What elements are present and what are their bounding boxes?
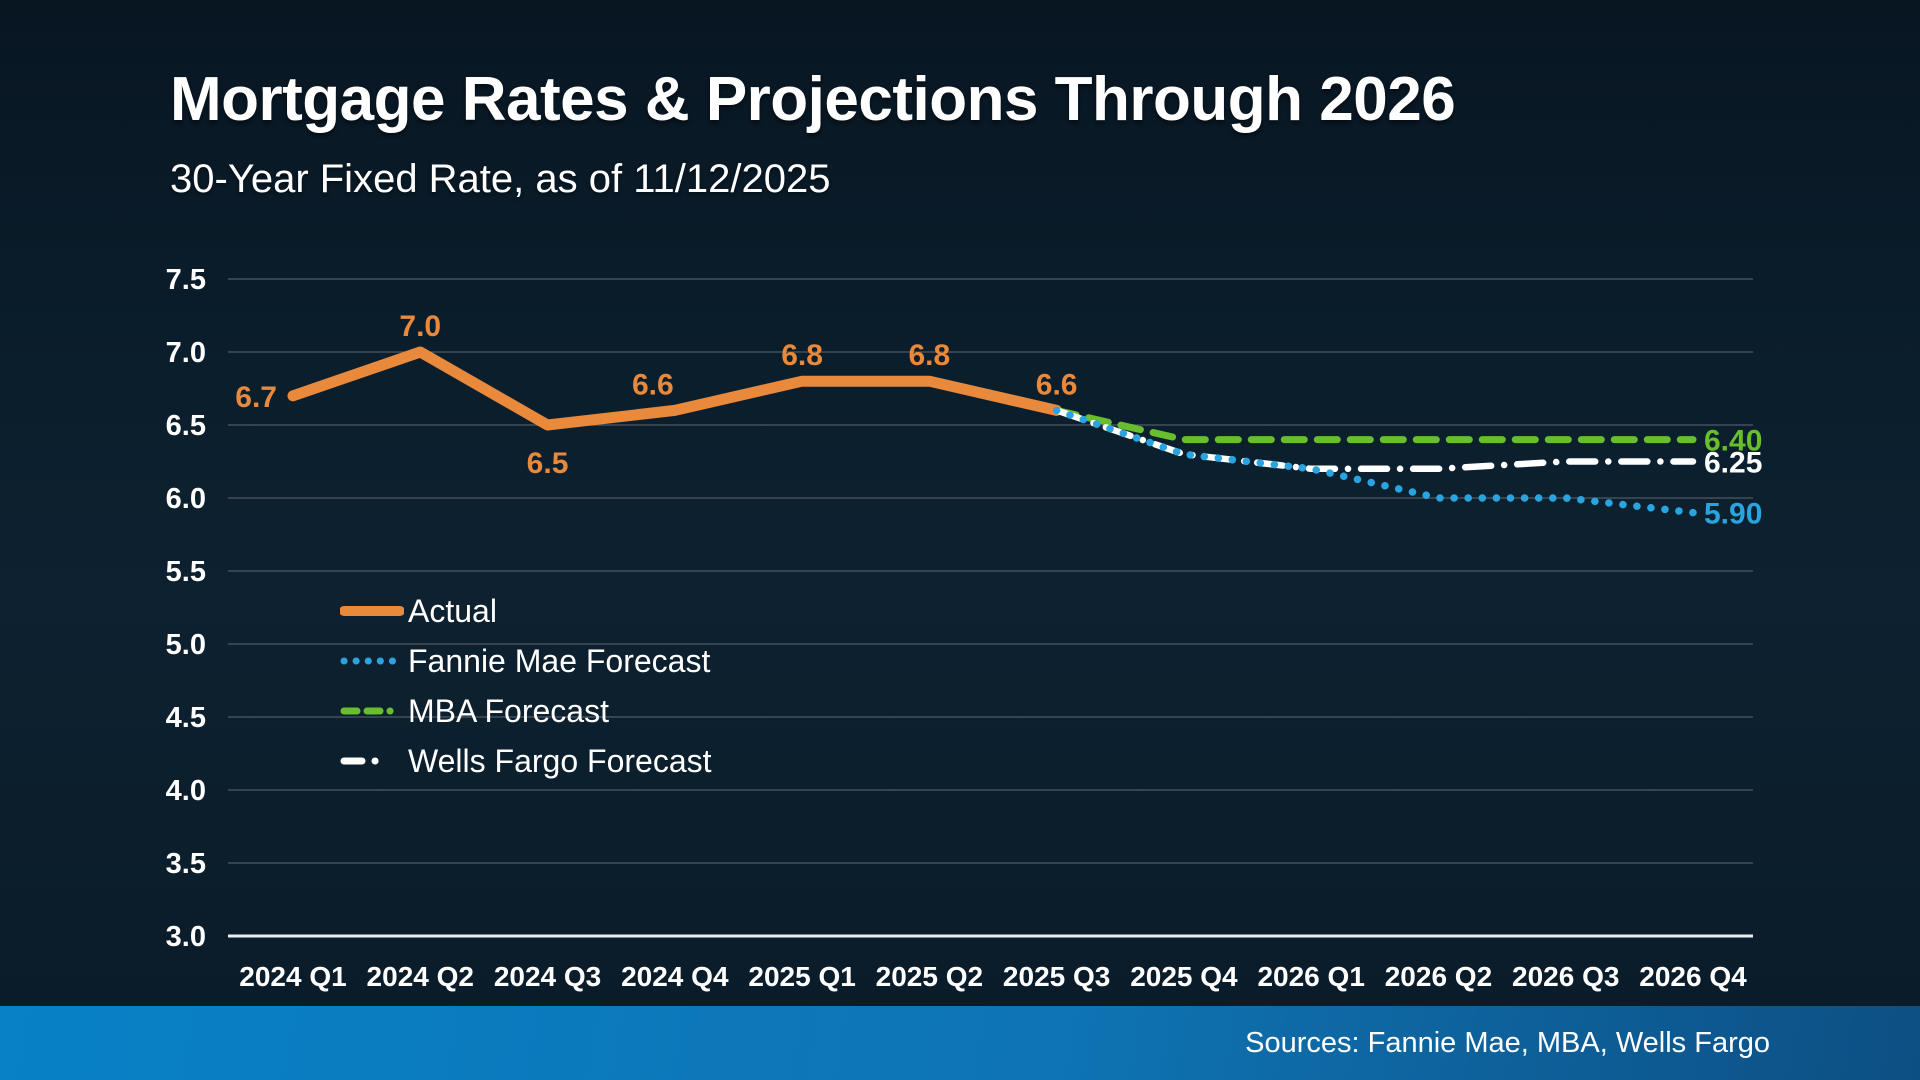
- y-tick-label: 6.0: [166, 483, 206, 515]
- legend-label-mba: MBA Forecast: [408, 692, 609, 729]
- legend-item-wells-fargo: Wells Fargo Forecast: [340, 736, 712, 786]
- y-tick-label: 4.0: [166, 775, 206, 807]
- y-tick-label: 7.5: [166, 264, 206, 296]
- legend-item-actual: Actual: [340, 586, 712, 636]
- x-tick-label: 2025 Q4: [1130, 961, 1238, 992]
- end-value-label: 6.40: [1704, 425, 1762, 458]
- x-tick-label: 2026 Q4: [1639, 961, 1747, 992]
- chart-legend: Actual Fannie Mae Forecast MBA Forecast …: [340, 586, 712, 786]
- series-line-fannie-mae-forecast: [1052, 406, 1697, 517]
- page-title: Mortgage Rates & Projections Through 202…: [170, 65, 1456, 134]
- fannie-mae-line-swatch-icon: [340, 657, 404, 665]
- header: Mortgage Rates & Projections Through 202…: [170, 64, 1456, 202]
- series-line-actual: [287, 346, 1063, 431]
- y-tick-label: 3.5: [166, 848, 206, 880]
- data-label: 6.8: [909, 339, 951, 372]
- y-tick-label: 3.0: [166, 921, 206, 953]
- page-subtitle: 30-Year Fixed Rate, as of 11/12/2025: [170, 157, 831, 202]
- legend-item-fannie-mae: Fannie Mae Forecast: [340, 636, 712, 686]
- data-label: 6.8: [781, 339, 823, 372]
- x-tick-label: 2025 Q2: [876, 961, 983, 992]
- data-label: 7.0: [399, 310, 441, 343]
- data-label: 6.6: [632, 368, 674, 401]
- x-tick-label: 2024 Q3: [494, 961, 601, 992]
- wells-fargo-line-swatch-icon: [340, 757, 404, 765]
- footer-bar: Sources: Fannie Mae, MBA, Wells Fargo: [0, 1006, 1920, 1080]
- data-label: 6.7: [235, 381, 277, 414]
- legend-label-fannie-mae: Fannie Mae Forecast: [408, 642, 711, 679]
- legend-label-actual: Actual: [408, 592, 497, 629]
- legend-item-mba: MBA Forecast: [340, 686, 712, 736]
- y-tick-label: 5.0: [166, 629, 206, 661]
- y-tick-label: 4.5: [166, 702, 206, 734]
- y-tick-label: 6.5: [166, 410, 206, 442]
- x-tick-label: 2025 Q1: [748, 961, 855, 992]
- series-line-mba-forecast: [1053, 406, 1697, 444]
- data-label: 6.5: [527, 447, 569, 480]
- sources-text: Sources: Fannie Mae, MBA, Wells Fargo: [1245, 1026, 1770, 1059]
- x-tick-label: 2024 Q4: [621, 961, 729, 992]
- legend-label-wells-fargo: Wells Fargo Forecast: [408, 742, 712, 779]
- x-tick-label: 2024 Q2: [367, 961, 474, 992]
- x-tick-label: 2025 Q3: [1003, 961, 1110, 992]
- end-value-label: 6.25: [1704, 447, 1762, 480]
- data-label: 6.6: [1036, 368, 1078, 401]
- end-value-label: 5.90: [1704, 498, 1762, 531]
- x-tick-label: 2026 Q1: [1257, 961, 1364, 992]
- y-tick-label: 7.0: [166, 337, 206, 369]
- x-tick-label: 2026 Q2: [1385, 961, 1492, 992]
- y-tick-label: 5.5: [166, 556, 206, 588]
- x-tick-label: 2024 Q1: [239, 961, 346, 992]
- actual-line-swatch-icon: [340, 606, 404, 616]
- x-tick-label: 2026 Q3: [1512, 961, 1619, 992]
- mba-line-swatch-icon: [340, 707, 404, 715]
